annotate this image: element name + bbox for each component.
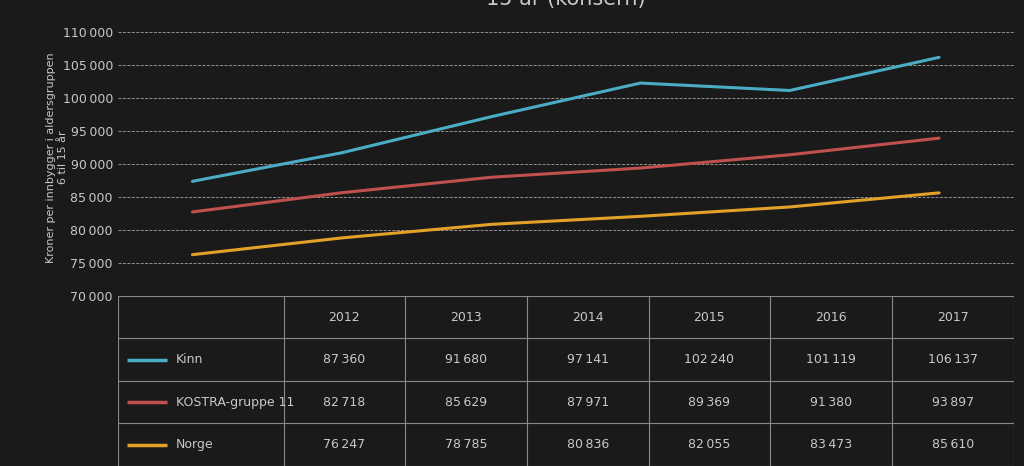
Text: 2015: 2015	[693, 311, 725, 324]
Text: 2013: 2013	[451, 311, 482, 324]
Title: Grunnskole (funksjon 202), netto driftsutgifter per innbygger 6 til
15 år (konse: Grunnskole (funksjon 202), netto driftsu…	[225, 0, 906, 9]
Text: 85 629: 85 629	[445, 396, 487, 409]
Text: Kinn: Kinn	[176, 353, 204, 366]
Text: 87 360: 87 360	[324, 353, 366, 366]
Text: 82 055: 82 055	[688, 438, 731, 451]
Text: 91 680: 91 680	[445, 353, 487, 366]
Text: 101 119: 101 119	[806, 353, 856, 366]
Text: 87 971: 87 971	[566, 396, 609, 409]
Text: 76 247: 76 247	[324, 438, 366, 451]
Text: 80 836: 80 836	[566, 438, 609, 451]
Text: 91 380: 91 380	[810, 396, 852, 409]
Text: 2016: 2016	[815, 311, 847, 324]
Y-axis label: Kroner per innbygger i aldersgruppen
6 til 15 år: Kroner per innbygger i aldersgruppen 6 t…	[46, 52, 68, 262]
Text: 85 610: 85 610	[932, 438, 974, 451]
Text: 106 137: 106 137	[928, 353, 978, 366]
Text: 102 240: 102 240	[684, 353, 734, 366]
Text: 2012: 2012	[329, 311, 360, 324]
Text: 2014: 2014	[572, 311, 603, 324]
Text: 97 141: 97 141	[567, 353, 609, 366]
Text: 78 785: 78 785	[444, 438, 487, 451]
Text: KOSTRA-gruppe 11: KOSTRA-gruppe 11	[176, 396, 294, 409]
Text: 83 473: 83 473	[810, 438, 852, 451]
Text: 82 718: 82 718	[324, 396, 366, 409]
Text: Norge: Norge	[176, 438, 214, 451]
Text: 93 897: 93 897	[932, 396, 974, 409]
Text: 2017: 2017	[937, 311, 969, 324]
Text: 89 369: 89 369	[688, 396, 730, 409]
